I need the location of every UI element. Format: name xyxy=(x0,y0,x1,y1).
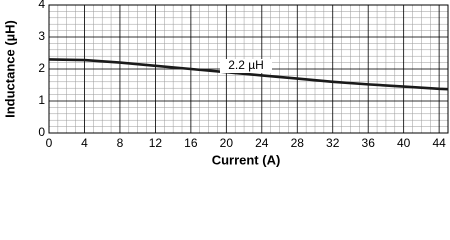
x-tick-label: 32 xyxy=(326,136,340,150)
annotation-bg xyxy=(220,59,272,73)
y-tick-label: 0 xyxy=(38,125,45,139)
x-tick-label: 12 xyxy=(149,136,163,150)
x-axis-label: Current (A) xyxy=(212,152,281,167)
plot-frame xyxy=(48,4,449,134)
x-tick-label: 20 xyxy=(220,136,234,150)
chart: 2.2 µH Current (A) Inductance (µH) 0 4 8 12… xyxy=(2,0,449,167)
x-tick-label: 0 xyxy=(46,136,53,150)
annotation: 2.2 µH xyxy=(228,58,264,72)
x-tick-label: 24 xyxy=(255,136,269,150)
y-tick-label: 1 xyxy=(38,93,45,107)
y-tick-label: 3 xyxy=(38,29,45,43)
x-tick-label: 4 xyxy=(81,136,88,150)
x-tick-label: 36 xyxy=(362,136,376,150)
data-line xyxy=(48,58,449,91)
x-tick-label: 8 xyxy=(117,136,124,150)
y-tick-label: 4 xyxy=(38,0,45,11)
x-tick-label: 28 xyxy=(291,136,305,150)
y-axis-label: Inductance (µH) xyxy=(2,20,17,118)
y-tick-label: 2 xyxy=(38,61,45,75)
grid xyxy=(48,4,449,134)
x-tick-label: 16 xyxy=(184,136,198,150)
x-tick-label: 44 xyxy=(432,136,446,150)
x-tick-label: 40 xyxy=(397,136,411,150)
